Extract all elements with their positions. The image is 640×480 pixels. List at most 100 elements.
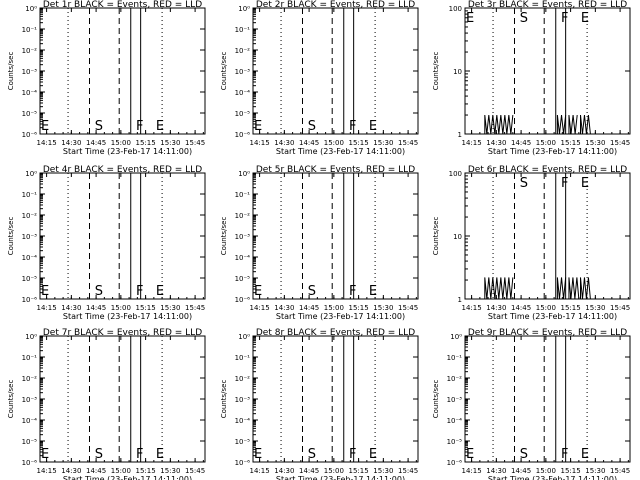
panel-2: Det 2r BLACK = Events, RED = LLD 14:15 14:… (220, 0, 419, 156)
y-tick-label: 10⁻⁵ (235, 275, 251, 283)
event-series (568, 114, 578, 135)
y-tick-label: 10⁻¹ (235, 26, 251, 34)
region-marker-E: E (369, 447, 377, 462)
plot-frame (39, 7, 206, 135)
x-tick-label: 15:15 (561, 304, 581, 312)
region-marker-E: E (156, 284, 164, 299)
y-tick-label: 10⁻⁴ (235, 254, 251, 262)
region-marker-E: E (254, 447, 262, 462)
x-tick-label: 15:15 (561, 139, 581, 147)
x-tick-label: 14:30 (61, 139, 81, 147)
plot-frame (252, 172, 419, 300)
x-tick-label: 15:45 (398, 139, 418, 147)
y-axis-label: Counts/sec (220, 380, 228, 419)
y-tick-label: 10⁻² (235, 212, 251, 220)
x-tick-label: 15:15 (349, 139, 369, 147)
y-tick-label: 10⁰ (238, 170, 250, 178)
x-tick-label: 14:15 (37, 304, 57, 312)
x-tick-label: 14:15 (37, 139, 57, 147)
x-tick-label: 14:15 (462, 467, 482, 475)
y-tick-label: 10⁻³ (22, 396, 38, 404)
panel-7: Det 7r BLACK = Events, RED = LLD 14:15 14:… (7, 328, 206, 480)
y-tick-label: 10⁻⁶ (447, 459, 463, 467)
region-marker-E: E (156, 119, 164, 134)
x-tick-label: 14:45 (86, 467, 106, 475)
x-tick-label: 14:15 (462, 304, 482, 312)
y-tick-label: 10⁻³ (235, 233, 251, 241)
region-marker-E: E (369, 119, 377, 134)
event-series (580, 114, 591, 135)
panel-title: Det 9r BLACK = Events, RED = LLD (468, 328, 627, 338)
x-tick-label: 15:15 (136, 467, 156, 475)
region-marker-E: E (466, 11, 474, 26)
event-series (556, 277, 567, 300)
x-tick-label: 14:45 (86, 304, 106, 312)
panel-title: Det 2r BLACK = Events, RED = LLD (256, 0, 415, 10)
x-tick-label: 14:15 (250, 467, 270, 475)
x-axis-label: Start Time (23-Feb-17 14:11:00) (488, 312, 617, 321)
y-tick-label: 1 (458, 131, 462, 139)
y-axis-label: Counts/sec (7, 52, 15, 91)
y-tick-label: 10⁻¹ (235, 191, 251, 199)
region-marker-S: S (95, 284, 103, 299)
panel-title: Det 1r BLACK = Events, RED = LLD (43, 0, 202, 10)
x-tick-label: 14:45 (299, 139, 319, 147)
y-tick-label: 10⁻² (235, 47, 251, 55)
region-marker-F: F (136, 447, 143, 462)
y-tick-label: 10⁻⁴ (235, 89, 251, 97)
y-tick-label: 10⁻⁶ (235, 296, 251, 304)
panel-title: Det 3r BLACK = Events, RED = LLD (468, 0, 627, 10)
x-tick-label: 15:00 (324, 139, 344, 147)
x-axis-label: Start Time (23-Feb-17 14:11:00) (63, 312, 192, 321)
y-tick-label: 10⁰ (238, 5, 250, 13)
region-marker-E: E (41, 284, 49, 299)
region-marker-F: F (561, 11, 568, 26)
region-marker-S: S (95, 447, 103, 462)
plot-frame (464, 7, 631, 135)
x-tick-label: 14:15 (462, 139, 482, 147)
region-marker-E: E (156, 447, 164, 462)
plot-frame (464, 335, 631, 463)
x-tick-label: 15:45 (185, 139, 205, 147)
x-axis-label: Start Time (23-Feb-17 14:11:00) (276, 147, 405, 156)
region-marker-S: S (95, 119, 103, 134)
x-tick-label: 14:30 (61, 467, 81, 475)
y-axis-label: Counts/sec (7, 217, 15, 256)
x-tick-label: 15:45 (610, 139, 630, 147)
x-tick-label: 15:30 (373, 139, 393, 147)
y-tick-label: 10⁻² (447, 375, 463, 383)
event-series (484, 114, 514, 135)
plot-frame (252, 335, 419, 463)
panel-6: Det 6r BLACK = Events, RED = LLD 14:15 14:… (432, 165, 631, 321)
x-tick-label: 15:00 (324, 304, 344, 312)
x-tick-label: 15:30 (160, 467, 180, 475)
region-marker-S: S (308, 447, 316, 462)
panel-title: Det 8r BLACK = Events, RED = LLD (256, 328, 415, 338)
y-tick-label: 10⁻⁶ (235, 131, 251, 139)
y-axis-label: Counts/sec (220, 52, 228, 91)
region-marker-F: F (349, 284, 356, 299)
y-tick-label: 10⁻² (22, 47, 38, 55)
y-tick-label: 10⁰ (238, 333, 250, 341)
x-tick-label: 15:15 (136, 304, 156, 312)
x-axis-label: Start Time (23-Feb-17 14:11:00) (276, 475, 405, 480)
event-series (556, 114, 567, 135)
x-tick-label: 14:15 (250, 139, 270, 147)
y-axis-label: Counts/sec (220, 217, 228, 256)
region-marker-S: S (520, 447, 528, 462)
region-marker-S: S (308, 284, 316, 299)
y-tick-label: 100 (449, 170, 462, 178)
x-tick-label: 14:45 (511, 139, 531, 147)
y-axis-label: Counts/sec (7, 380, 15, 419)
y-tick-label: 10⁰ (25, 170, 37, 178)
y-tick-label: 1 (458, 296, 462, 304)
region-marker-E: E (466, 447, 474, 462)
y-tick-label: 10⁻⁴ (235, 417, 251, 425)
y-axis-label: Counts/sec (432, 52, 440, 91)
x-tick-label: 15:15 (561, 467, 581, 475)
region-marker-S: S (308, 119, 316, 134)
region-marker-F: F (349, 447, 356, 462)
y-tick-label: 10⁻³ (235, 68, 251, 76)
x-axis-label: Start Time (23-Feb-17 14:11:00) (63, 147, 192, 156)
event-series (568, 277, 580, 300)
